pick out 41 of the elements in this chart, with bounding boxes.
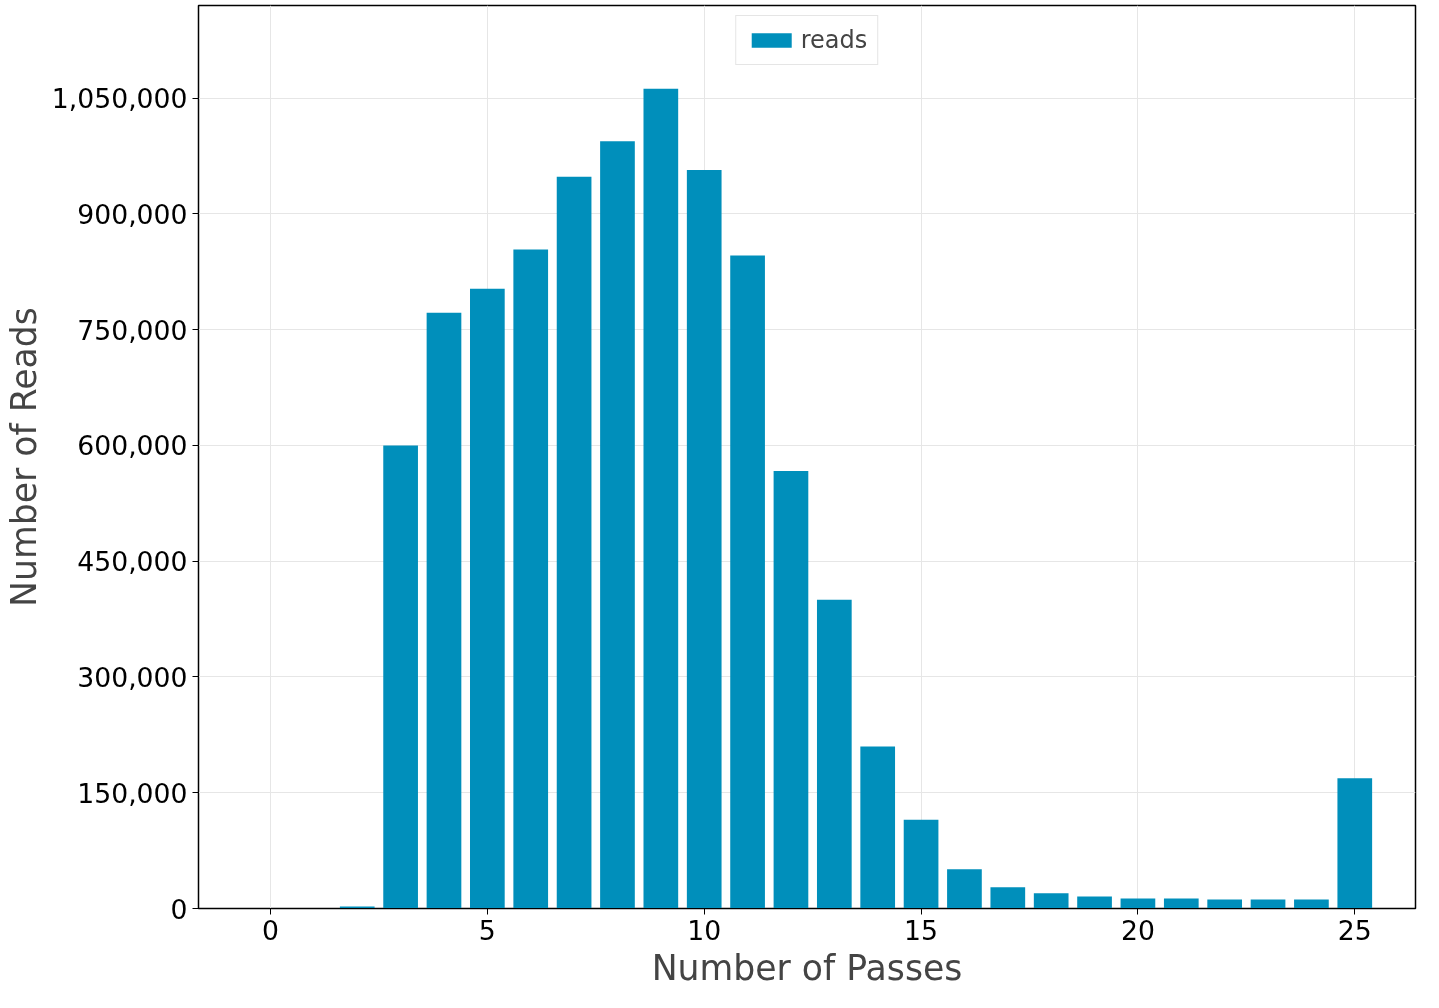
- bar: [1077, 896, 1112, 909]
- bar: [1163, 898, 1199, 909]
- bar: [556, 176, 592, 909]
- y-tick-label: 750,000: [77, 314, 188, 346]
- bar: [513, 249, 549, 909]
- x-tick-label: 10: [687, 914, 722, 946]
- x-tick-label: 15: [904, 914, 939, 946]
- x-axis-title: Number of Passes: [651, 947, 963, 988]
- bar: [816, 599, 852, 909]
- bar: [1337, 778, 1373, 909]
- bar: [600, 141, 635, 909]
- bar: [1294, 899, 1329, 909]
- bar: [643, 88, 679, 909]
- y-tick-label: 450,000: [77, 546, 188, 578]
- y-tick-label: 600,000: [77, 430, 188, 462]
- y-tick-label: 150,000: [77, 777, 188, 809]
- bar: [470, 288, 505, 909]
- bar: [686, 169, 722, 909]
- y-tick-label: 300,000: [77, 661, 188, 693]
- x-tick-label: 5: [478, 914, 496, 946]
- bar: [773, 470, 809, 909]
- y-tick-label: 1,050,000: [51, 83, 188, 115]
- bar: [990, 887, 1026, 909]
- x-tick-label: 0: [262, 914, 279, 946]
- y-tick-label: 900,000: [77, 198, 188, 230]
- bar: [903, 819, 939, 909]
- bar: [947, 869, 982, 909]
- y-tick-label: 0: [170, 893, 188, 925]
- bar: [730, 255, 765, 909]
- bar: [1120, 898, 1156, 909]
- legend-label: reads: [800, 26, 868, 54]
- bar: [426, 312, 462, 909]
- bar: [1033, 893, 1069, 909]
- bar: [860, 746, 896, 909]
- y-axis-title: Number of Reads: [3, 307, 44, 607]
- x-tick-label: 25: [1337, 914, 1372, 946]
- bar: [1207, 899, 1243, 909]
- bar: [1250, 899, 1286, 909]
- bar: [383, 445, 418, 909]
- bar: [339, 906, 375, 909]
- x-tick-label: 20: [1120, 914, 1155, 946]
